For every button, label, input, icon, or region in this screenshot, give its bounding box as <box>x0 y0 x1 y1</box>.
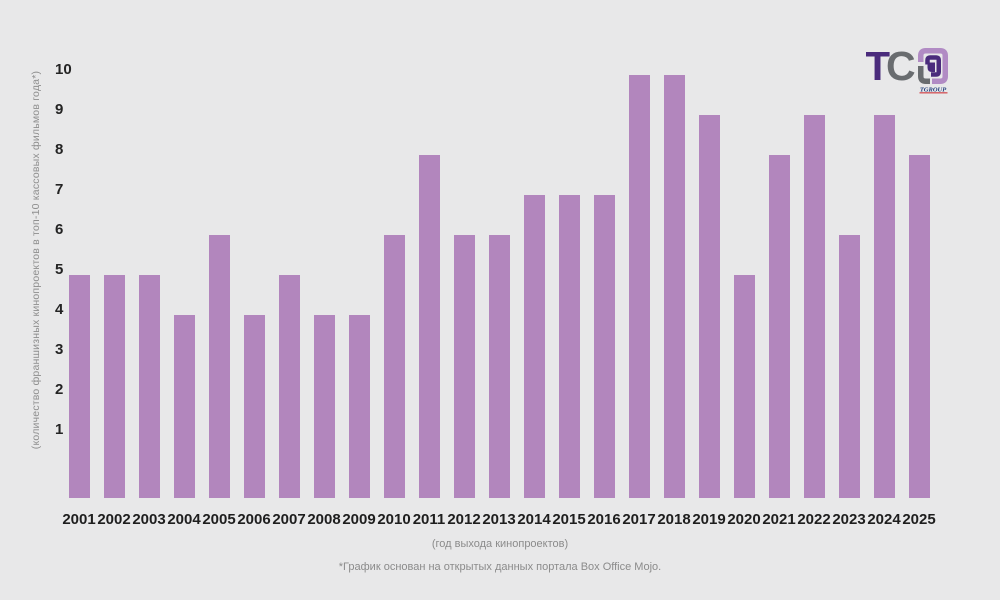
bar-2020 <box>733 275 755 498</box>
bar-2019 <box>698 115 720 498</box>
y-tick-label-9: 9 <box>55 101 64 118</box>
bar-2025 <box>908 155 930 498</box>
x-tick-label-2016: 2016 <box>587 511 621 528</box>
bar-2003 <box>138 275 160 498</box>
bar-2008 <box>313 315 335 498</box>
bar-2013 <box>488 235 510 498</box>
bar-2005 <box>208 235 230 498</box>
x-tick-label-2017: 2017 <box>622 511 656 528</box>
x-tick-label-2025: 2025 <box>902 511 936 528</box>
y-tick-label-6: 6 <box>55 221 64 238</box>
y-tick-label-5: 5 <box>55 261 64 278</box>
bar-2012 <box>453 235 475 498</box>
bar-2006 <box>243 315 265 498</box>
bar-2004 <box>173 315 195 498</box>
x-tick-label-2009: 2009 <box>342 511 376 528</box>
x-tick-label-2011: 2011 <box>412 511 446 528</box>
x-tick-label-2005: 2005 <box>202 511 236 528</box>
x-tick-label-2002: 2002 <box>97 511 131 528</box>
bar-2002 <box>103 275 125 498</box>
bar-2015 <box>558 195 580 498</box>
bar-2009 <box>348 315 370 498</box>
bar-2014 <box>523 195 545 498</box>
y-tick-label-1: 1 <box>55 421 64 438</box>
x-axis-title: (год выхода кинопроектов) <box>431 538 569 550</box>
x-tick-label-2024: 2024 <box>867 511 901 528</box>
bar-2018 <box>663 75 685 498</box>
logo-letter-t: T <box>866 45 890 89</box>
bar-2023 <box>838 235 860 498</box>
x-tick-label-2014: 2014 <box>517 511 551 528</box>
bar-2010 <box>383 235 405 498</box>
logo-underline <box>919 92 948 94</box>
x-tick-label-2010: 2010 <box>377 511 411 528</box>
x-tick-label-2022: 2022 <box>797 511 831 528</box>
y-tick-label-7: 7 <box>55 181 64 198</box>
x-tick-label-2021: 2021 <box>762 511 796 528</box>
x-tick-label-2008: 2008 <box>307 511 341 528</box>
bar-2007 <box>278 275 300 498</box>
bar-2022 <box>803 115 825 498</box>
x-tick-label-2004: 2004 <box>167 511 201 528</box>
x-tick-label-2012: 2012 <box>447 511 481 528</box>
x-tick-label-2001: 2001 <box>62 511 96 528</box>
footnote: *График основан на открытых данных порта… <box>338 561 662 573</box>
y-axis-title: (количество франшизных кинопроектов в то… <box>30 70 42 450</box>
y-tick-label-3: 3 <box>55 341 64 358</box>
company-logo: T C TGROUP <box>866 45 948 94</box>
x-tick-label-2006: 2006 <box>237 511 271 528</box>
x-tick-label-2007: 2007 <box>272 511 306 528</box>
bar-2011 <box>418 155 440 498</box>
x-tick-label-2003: 2003 <box>132 511 166 528</box>
x-tick-label-2018: 2018 <box>657 511 691 528</box>
bar-2021 <box>768 155 790 498</box>
y-tick-label-10: 10 <box>55 61 72 78</box>
x-tick-label-2023: 2023 <box>832 511 866 528</box>
bar-2001 <box>68 275 90 498</box>
x-tick-label-2019: 2019 <box>692 511 726 528</box>
bar-2024 <box>873 115 895 498</box>
bar-2017 <box>628 75 650 498</box>
y-tick-label-2: 2 <box>55 381 64 398</box>
y-tick-label-8: 8 <box>55 141 64 158</box>
logo-letter-c: C <box>886 45 916 89</box>
logo-spiral-icon <box>918 48 948 84</box>
logo-subtext: TGROUP <box>920 87 947 94</box>
bar-2016 <box>593 195 615 498</box>
y-tick-label-4: 4 <box>55 301 64 318</box>
x-tick-label-2015: 2015 <box>552 511 586 528</box>
x-tick-label-2020: 2020 <box>727 511 761 528</box>
x-tick-label-2013: 2013 <box>482 511 516 528</box>
